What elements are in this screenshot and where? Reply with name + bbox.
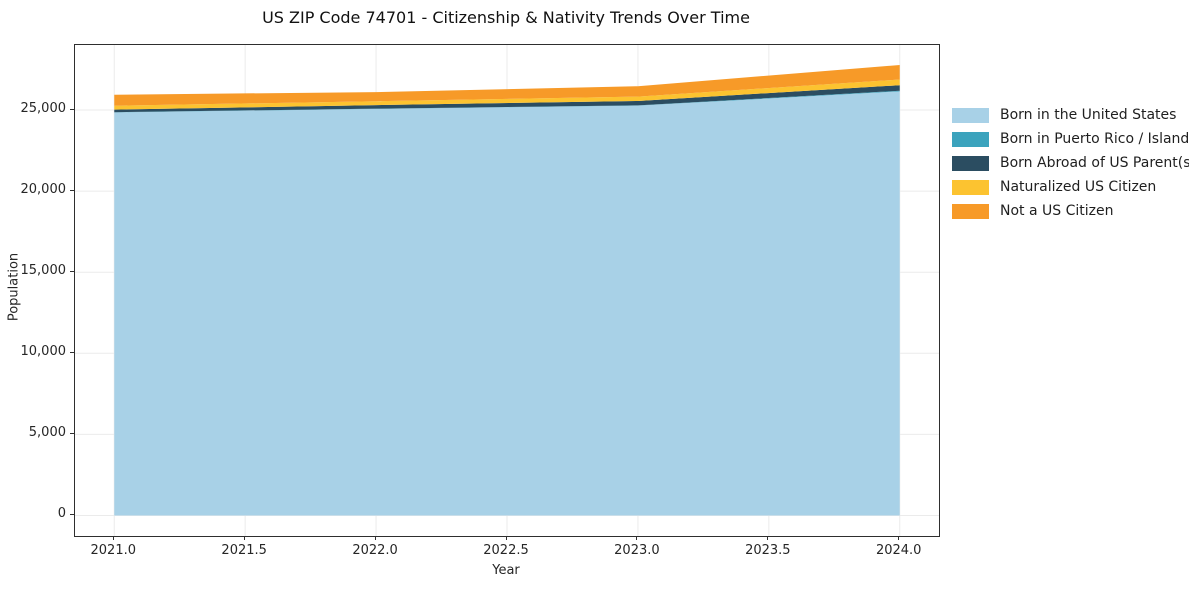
- y-tick-label: 5,000: [28, 425, 66, 441]
- y-tick-label: 10,000: [20, 344, 67, 360]
- x-tick-label: 2021.0: [90, 543, 137, 558]
- legend: Born in the United States Born in Puerto …: [952, 107, 1189, 227]
- x-tick-label: 2021.5: [221, 543, 267, 558]
- plot-svg: [75, 45, 939, 536]
- legend-label-2: Born Abroad of US Parent(s): [1000, 155, 1189, 171]
- x-tick-mark: [636, 536, 638, 540]
- legend-swatch-0: [952, 107, 989, 123]
- x-tick-label: 2023.0: [614, 543, 660, 558]
- x-tick-mark: [505, 536, 507, 540]
- area-series-4: [114, 64, 900, 106]
- x-tick-mark: [112, 536, 114, 540]
- x-tick-label: 2023.5: [745, 543, 791, 558]
- legend-label-0: Born in the United States: [1000, 107, 1177, 123]
- legend-item-0: Born in the United States: [952, 107, 1189, 123]
- area-series-0: [114, 91, 900, 516]
- legend-item-1: Born in Puerto Rico / Islands: [952, 131, 1189, 147]
- y-tick-mark: [70, 108, 74, 110]
- chart-title: US ZIP Code 74701 - Citizenship & Nativi…: [262, 8, 750, 27]
- legend-label-4: Not a US Citizen: [1000, 203, 1114, 219]
- x-tick-label: 2024.0: [875, 543, 922, 558]
- y-tick-mark: [70, 432, 74, 434]
- legend-item-3: Naturalized US Citizen: [952, 179, 1189, 195]
- x-tick-mark: [243, 536, 245, 540]
- y-tick-mark: [70, 513, 74, 515]
- legend-item-4: Not a US Citizen: [952, 203, 1189, 219]
- legend-item-2: Born Abroad of US Parent(s): [952, 155, 1189, 171]
- legend-label-1: Born in Puerto Rico / Islands: [1000, 131, 1189, 147]
- y-tick-label: 25,000: [20, 101, 67, 117]
- plot-area: [74, 44, 940, 537]
- x-tick-mark: [374, 536, 376, 540]
- area-series-2: [114, 85, 900, 113]
- y-tick-label: 0: [57, 506, 66, 522]
- x-axis-label: Year: [492, 563, 520, 578]
- y-tick-label: 20,000: [20, 182, 67, 198]
- legend-label-3: Naturalized US Citizen: [1000, 179, 1157, 195]
- y-tick-mark: [70, 270, 74, 272]
- legend-swatch-1: [952, 131, 989, 147]
- y-tick-label: 15,000: [20, 263, 67, 279]
- y-tick-mark: [70, 189, 74, 191]
- x-tick-label: 2022.0: [352, 543, 398, 558]
- legend-swatch-2: [952, 155, 989, 171]
- legend-swatch-4: [952, 203, 989, 219]
- x-tick-mark: [898, 536, 900, 540]
- x-tick-label: 2022.5: [483, 543, 529, 558]
- area-series-3: [114, 79, 900, 110]
- legend-swatch-3: [952, 179, 989, 195]
- y-tick-mark: [70, 351, 74, 353]
- x-tick-mark: [767, 536, 769, 540]
